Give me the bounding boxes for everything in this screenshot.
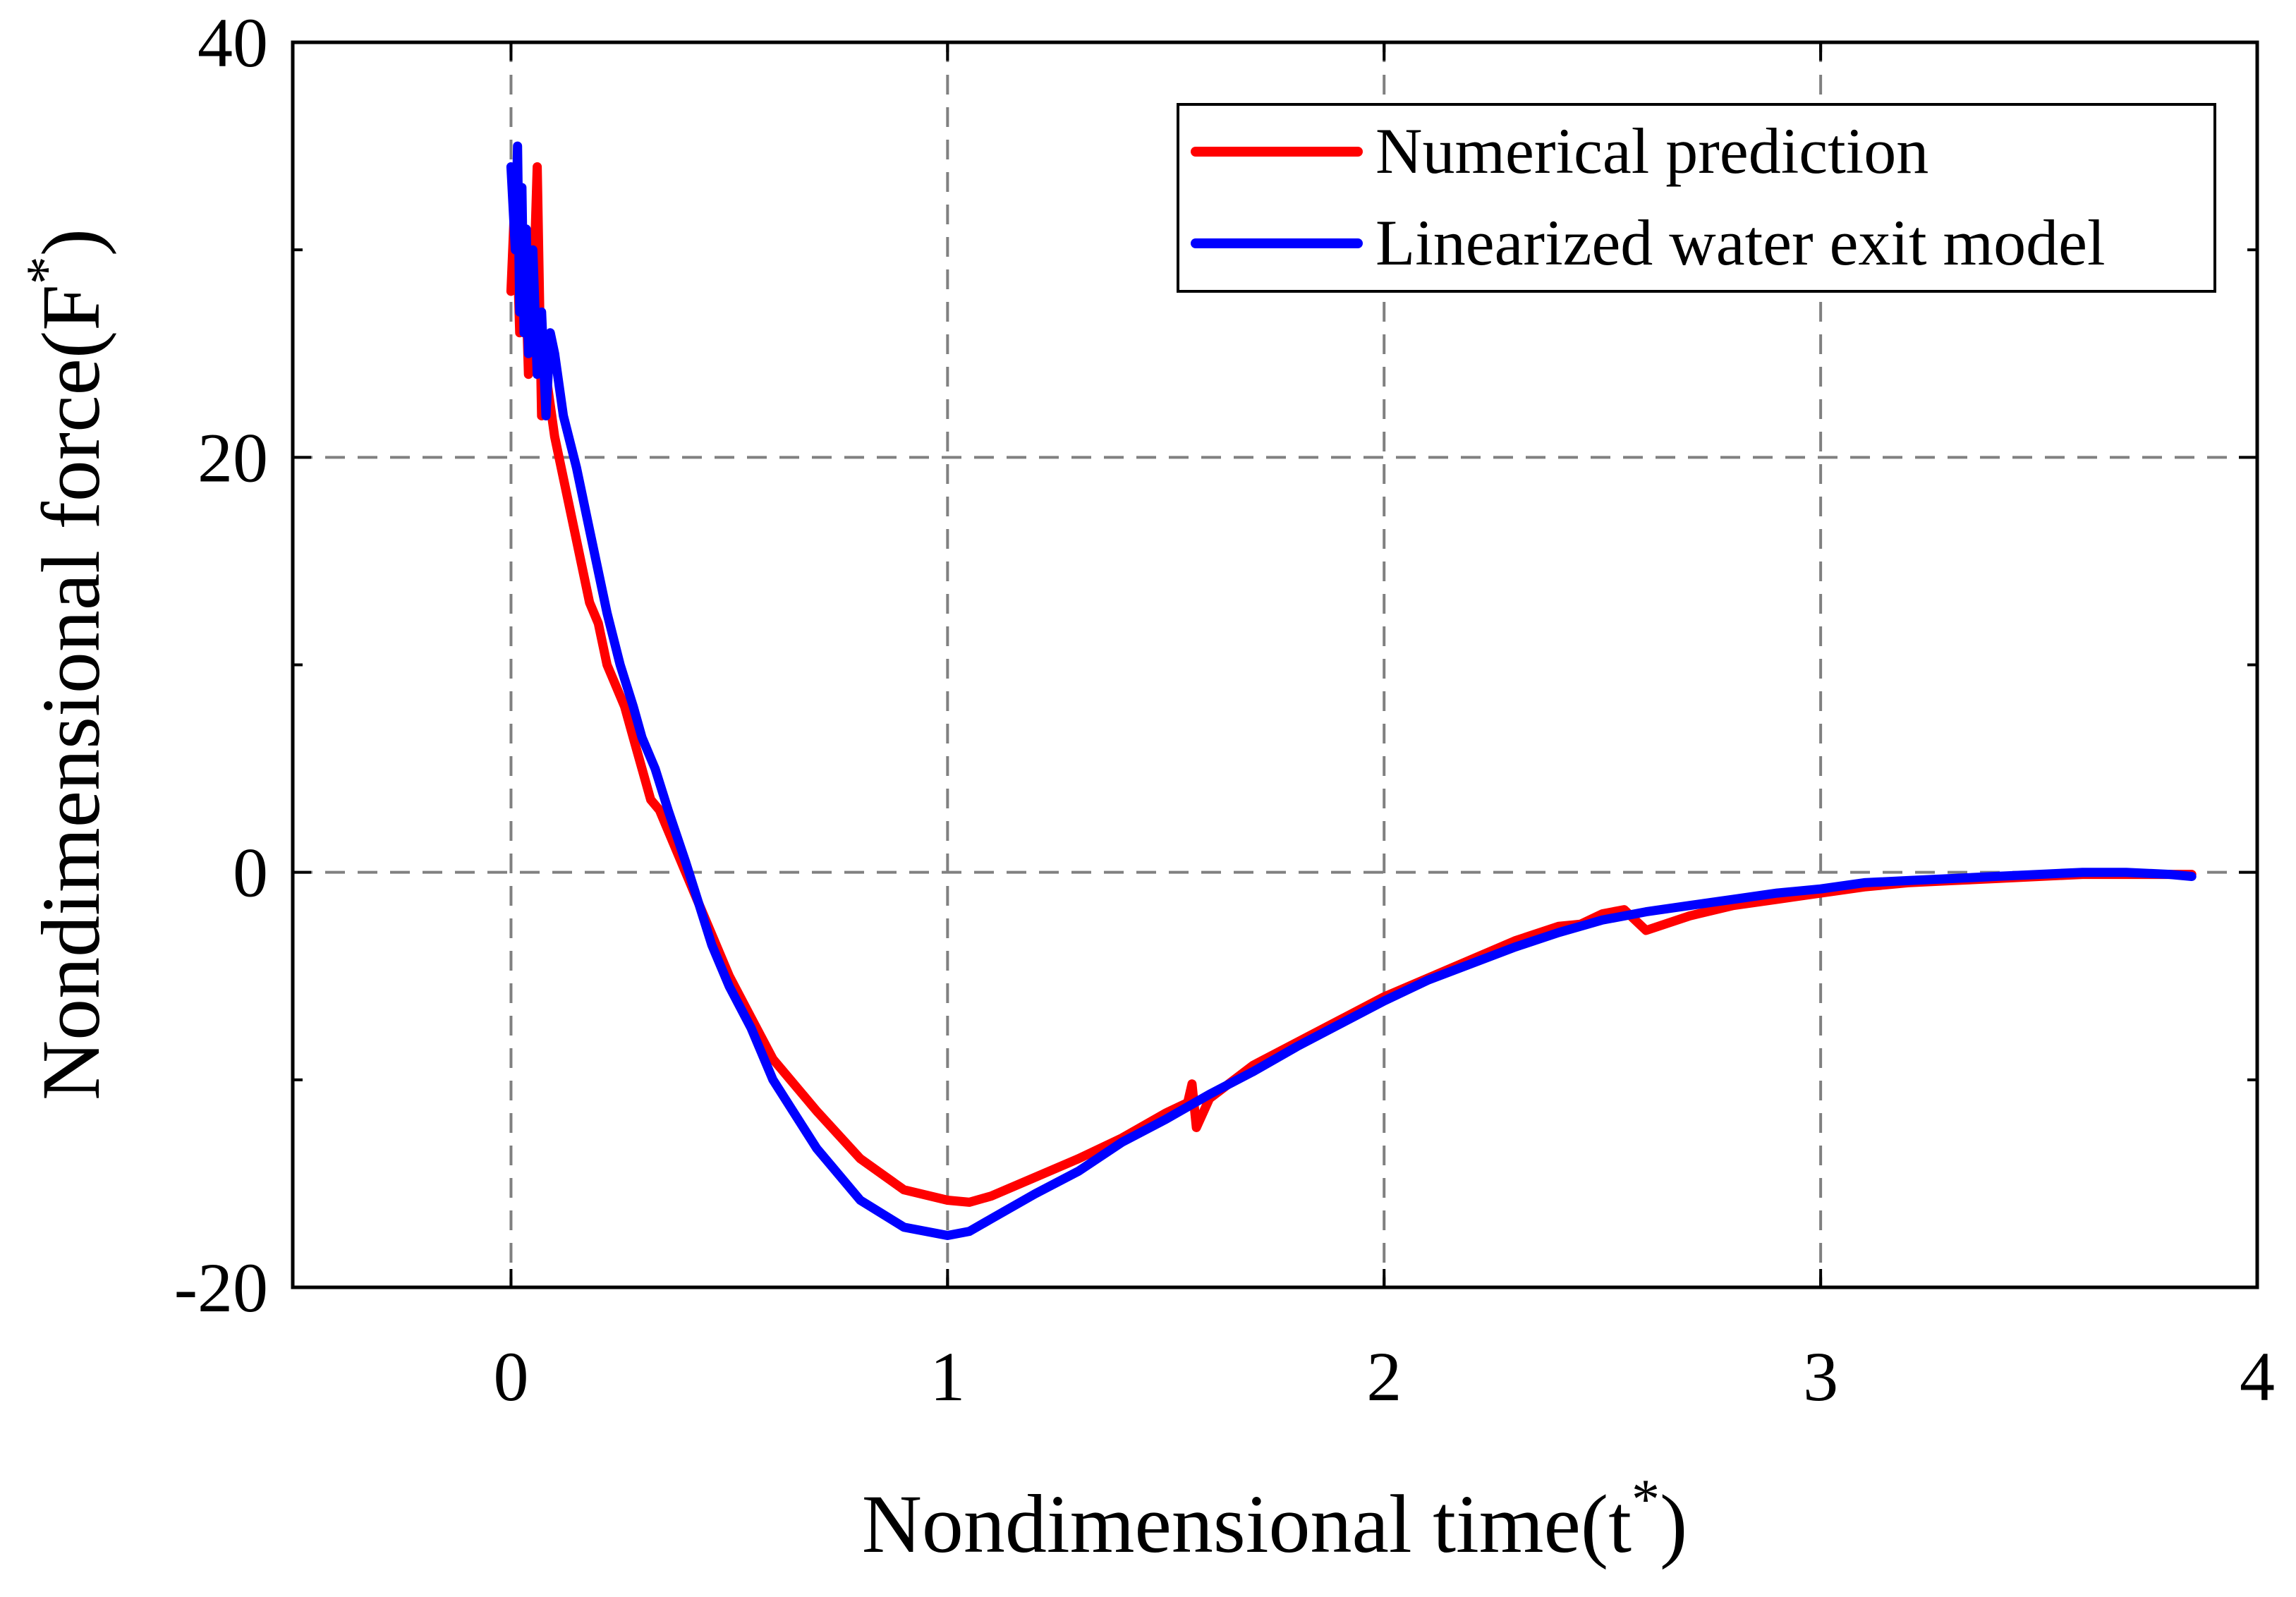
legend: Numerical prediction Linearized water ex…	[1177, 103, 2216, 293]
axis-ticks	[293, 41, 2259, 1289]
x-tick-label-2: 2	[1366, 1337, 1402, 1416]
series-line-linearized-water-exit-model	[506, 141, 2197, 1240]
x-tick-label-0: 0	[493, 1337, 528, 1416]
x-axis-label-close: )	[1660, 1478, 1687, 1570]
y-tick-label-20: 20	[198, 418, 268, 497]
x-tick-label-3: 3	[1803, 1337, 1838, 1416]
x-axis-label: Nondimensional time(t*)	[862, 1469, 1688, 1570]
y-tick-label-0: 0	[233, 834, 268, 912]
legend-label-numerical-prediction: Numerical prediction	[1375, 115, 1928, 187]
y-tick-labels: -20 0 20 40	[174, 4, 268, 1327]
series-line-numerical-prediction	[506, 162, 2197, 1207]
x-axis-label-text: Nondimensional time(t	[862, 1478, 1632, 1570]
x-axis-label-superscript: *	[1632, 1469, 1660, 1531]
y-tick-label--20: -20	[174, 1249, 268, 1327]
legend-label-linearized-water-exit-model: Linearized water exit model	[1375, 207, 2106, 279]
y-axis-label-text: Nondimensional force(F	[25, 284, 117, 1100]
legend-box	[1177, 103, 2216, 293]
y-axis-label: Nondimensional force(F*)	[16, 229, 117, 1100]
series-layer	[506, 141, 2197, 1240]
x-tick-labels: 0 1 2 3 4	[493, 1337, 2275, 1416]
y-axis-label-superscript: *	[16, 256, 78, 284]
x-tick-label-4: 4	[2240, 1337, 2275, 1416]
y-tick-label-40: 40	[198, 4, 268, 82]
x-tick-label-1: 1	[930, 1337, 965, 1416]
y-axis-label-close: )	[25, 229, 117, 256]
